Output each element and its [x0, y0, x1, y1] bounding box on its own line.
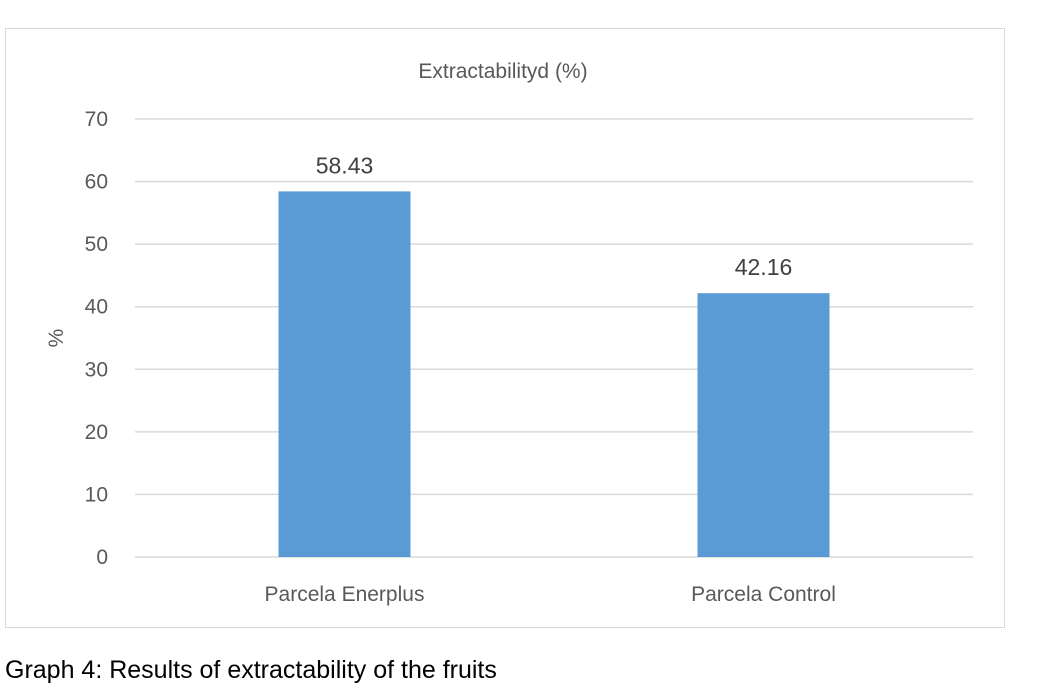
y-tick-label-7: 70 [85, 108, 108, 131]
data-labels: 58.43 42.16 [316, 152, 793, 280]
y-axis-label: % [45, 329, 68, 348]
y-tick-label-2: 20 [85, 421, 108, 444]
figure-caption: Graph 4: Results of extractability of th… [5, 656, 497, 684]
y-tick-label-3: 30 [85, 358, 108, 381]
bars [278, 191, 830, 557]
bar-1 [697, 293, 830, 557]
chart-frame [5, 28, 1005, 628]
y-tick-label-0: 0 [96, 546, 108, 569]
data-label-1: 42.16 [735, 254, 793, 280]
bar-0 [278, 191, 411, 557]
y-tick-labels: 0 10 20 30 40 50 60 70 [85, 108, 108, 569]
y-tick-label-4: 40 [85, 296, 108, 319]
gridlines [135, 118, 973, 558]
y-tick-label-5: 50 [85, 233, 108, 256]
chart-title: Extractabilityd (%) [418, 60, 587, 83]
y-tick-label-1: 10 [85, 483, 108, 506]
x-tick-label-0: Parcela Enerplus [265, 583, 425, 606]
x-tick-labels: Parcela Enerplus Parcela Control [265, 583, 836, 606]
bar-chart: Extractabilityd (%) % 0 10 20 30 40 50 60 70 58… [45, 60, 973, 606]
y-tick-label-6: 60 [85, 171, 108, 194]
data-label-0: 58.43 [316, 152, 374, 178]
x-tick-label-1: Parcela Control [691, 583, 836, 606]
